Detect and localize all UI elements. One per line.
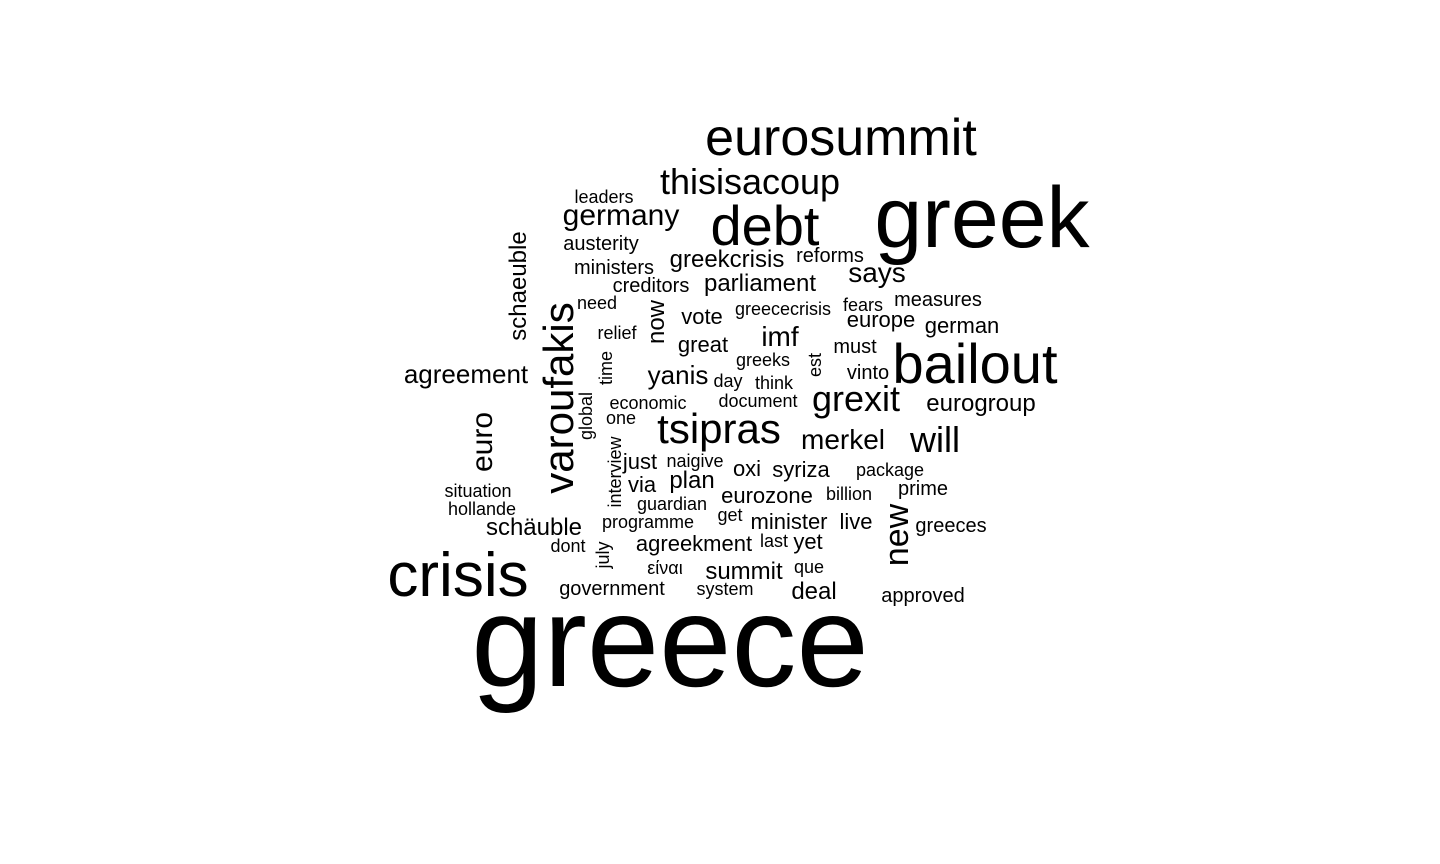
word-naigive: naigive bbox=[666, 451, 724, 471]
word-greececrisis: greececrisis bbox=[734, 299, 832, 319]
word-german: german bbox=[924, 313, 1000, 338]
word-germany: germany bbox=[562, 199, 680, 232]
word-get: get bbox=[717, 505, 743, 525]
word-via: via bbox=[627, 472, 657, 497]
word-approved: approved bbox=[881, 585, 965, 607]
word-will: will bbox=[910, 419, 960, 460]
word-thisisacoup: thisisacoup bbox=[659, 161, 841, 202]
word-greece: greece bbox=[471, 568, 869, 714]
word-yanis: yanis bbox=[647, 360, 709, 390]
word-grexit: grexit bbox=[811, 378, 901, 419]
word-document: document bbox=[718, 391, 798, 411]
word-billion: billion bbox=[825, 484, 873, 504]
word-greekcrisis: greekcrisis bbox=[669, 246, 785, 273]
word-government: government bbox=[559, 578, 665, 600]
word-creditors: creditors bbox=[612, 275, 690, 297]
word-euro: euro bbox=[466, 411, 499, 473]
word-economic: economic bbox=[609, 393, 687, 413]
word-package: package bbox=[855, 460, 925, 480]
word-says: says bbox=[848, 257, 906, 288]
word-oxi: oxi bbox=[732, 456, 762, 481]
word-relief: relief bbox=[597, 323, 637, 343]
word-summit: summit bbox=[705, 558, 783, 585]
word-situation: situation bbox=[444, 481, 512, 501]
word-fears: fears bbox=[842, 295, 884, 315]
word-sch-uble: schäuble bbox=[485, 514, 583, 541]
word-merkel: merkel bbox=[800, 424, 886, 455]
word-new: new bbox=[878, 503, 916, 567]
word-prime: prime bbox=[897, 478, 949, 500]
word-programme: programme bbox=[601, 512, 695, 532]
word-est: est bbox=[805, 352, 825, 378]
word-plan: plan bbox=[669, 467, 715, 494]
word-ministers: ministers bbox=[573, 257, 655, 279]
word-debt: debt bbox=[710, 194, 820, 257]
word-one: one bbox=[605, 408, 637, 428]
word-yet: yet bbox=[793, 529, 823, 554]
word-dont: dont bbox=[550, 536, 586, 556]
word-eurogroup: eurogroup bbox=[926, 390, 1036, 417]
word-live: live bbox=[839, 509, 873, 534]
word-imf: imf bbox=[761, 321, 799, 352]
word-greeces: greeces bbox=[915, 515, 987, 537]
word-july: july bbox=[593, 541, 613, 569]
word-austerity: austerity bbox=[563, 233, 639, 255]
word-time: time bbox=[596, 350, 616, 386]
word-just: just bbox=[622, 449, 658, 474]
word-word-68: είναι bbox=[647, 558, 683, 578]
word-syriza: syriza bbox=[772, 457, 830, 482]
word-think: think bbox=[754, 373, 794, 393]
word-now: now bbox=[643, 299, 670, 345]
word-que: que bbox=[793, 557, 825, 577]
word-agreement: agreement bbox=[403, 359, 529, 389]
word-must: must bbox=[833, 336, 877, 358]
word-agreekment: agreekment bbox=[635, 531, 753, 556]
word-eurosummit: eurosummit bbox=[705, 109, 977, 167]
word-system: system bbox=[696, 579, 754, 599]
word-last: last bbox=[759, 531, 789, 551]
word-greeks: greeks bbox=[735, 350, 791, 370]
word-day: day bbox=[713, 371, 743, 391]
word-measures: measures bbox=[894, 289, 982, 311]
word-need: need bbox=[576, 293, 618, 313]
word-europe: europe bbox=[846, 307, 916, 332]
word-hollande: hollande bbox=[447, 499, 517, 519]
word-guardian: guardian bbox=[636, 494, 708, 514]
word-leaders: leaders bbox=[574, 187, 634, 207]
word-varoufakis: varoufakis bbox=[535, 302, 582, 494]
word-parliament: parliament bbox=[703, 270, 817, 297]
word-bailout: bailout bbox=[892, 332, 1058, 395]
word-reforms: reforms bbox=[796, 245, 864, 267]
word-great: great bbox=[677, 332, 729, 357]
word-vinto: vinto bbox=[846, 362, 890, 384]
word-global: global bbox=[576, 391, 596, 441]
word-interview: interview bbox=[605, 436, 625, 508]
word-crisis: crisis bbox=[387, 541, 529, 610]
word-vote: vote bbox=[681, 304, 723, 329]
word-greek: greek bbox=[874, 170, 1090, 266]
word-tsipras: tsipras bbox=[657, 405, 781, 452]
word-eurozone: eurozone bbox=[721, 483, 813, 508]
word-deal: deal bbox=[791, 578, 837, 605]
word-minister: minister bbox=[750, 509, 828, 534]
word-schaeuble: schaeuble bbox=[505, 231, 532, 341]
